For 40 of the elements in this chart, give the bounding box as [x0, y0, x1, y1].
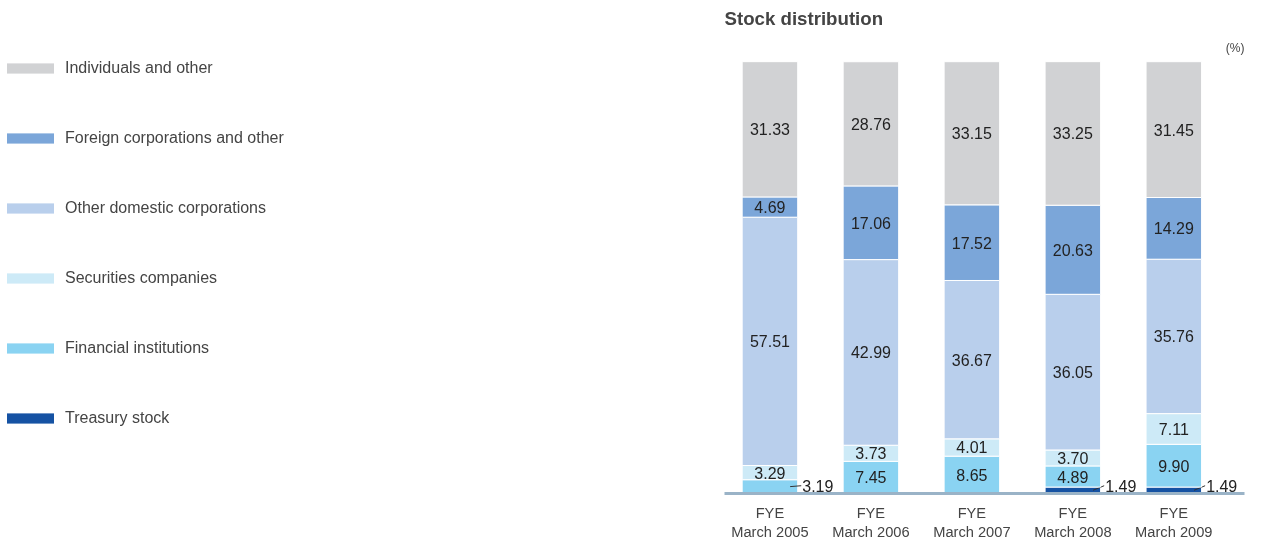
- data-label: 33.25: [1052, 125, 1093, 143]
- x-tick-label: FYE March 2005: [731, 504, 809, 540]
- data-label: 7.45: [855, 469, 887, 487]
- data-label: 8.65: [956, 466, 988, 484]
- legend-label: Foreign corporations and other: [65, 129, 284, 147]
- legend-label: Financial institutions: [65, 339, 211, 357]
- text: (%): [1225, 40, 1245, 55]
- data-label: 3.29: [754, 464, 786, 482]
- data-label: 57.51: [749, 333, 791, 351]
- data-label: 3.70: [1057, 449, 1089, 467]
- legend-label: Individuals and other: [65, 59, 214, 77]
- x-tick-label: FYE March 2006: [832, 504, 910, 540]
- data-label: 4.69: [754, 199, 786, 217]
- x-tick-label: FYE March 2008: [1034, 504, 1112, 540]
- data-label: 31.45: [1153, 121, 1194, 139]
- data-label: 4.01: [956, 439, 988, 457]
- legend-label: Treasury stock: [65, 409, 171, 427]
- data-label: 17.52: [951, 234, 992, 252]
- data-label: 35.76: [1153, 328, 1194, 346]
- data-label: 36.05: [1052, 364, 1093, 382]
- data-label: 17.06: [850, 214, 892, 232]
- chart-title: Stock distribution: [724, 7, 884, 29]
- x-tick-label: FYE March 2009: [1135, 504, 1213, 540]
- data-label: 3.73: [855, 445, 887, 463]
- data-label: 9.90: [1158, 457, 1190, 475]
- data-label: 36.67: [951, 351, 992, 369]
- data-label: 4.89: [1057, 468, 1089, 486]
- legend-label: Other domestic corporations: [65, 199, 266, 217]
- data-label: 33.15: [951, 125, 992, 143]
- data-label: 31.33: [749, 121, 791, 139]
- data-label: 3.19: [802, 477, 834, 495]
- x-tick-label: FYE March 2007: [933, 504, 1011, 540]
- data-label: 14.29: [1153, 220, 1194, 238]
- data-label: 1.49: [1206, 477, 1238, 495]
- data-label: 1.49: [1105, 477, 1137, 495]
- legend-label: Securities companies: [65, 269, 219, 287]
- data-label: 28.76: [850, 115, 892, 133]
- data-label: 42.99: [850, 344, 892, 362]
- data-label: 7.11: [1158, 420, 1189, 438]
- data-label: 20.63: [1052, 241, 1093, 259]
